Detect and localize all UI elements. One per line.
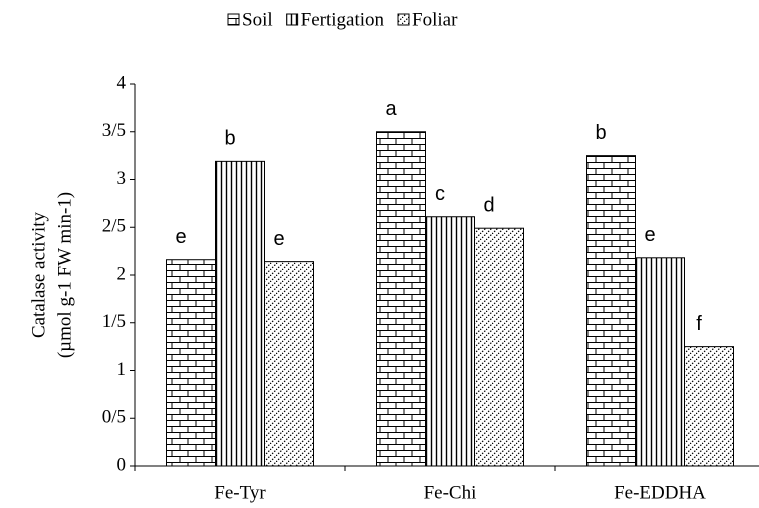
bar [264,261,314,467]
bar [635,257,685,467]
bar [684,346,734,467]
legend-label: Soil [242,9,273,30]
y-tick-label: 0 [117,454,127,475]
x-tick-label: Fe-Tyr [214,482,266,503]
legend: Soil Fertigation Foliar [227,9,458,30]
significance-letter: b [595,122,606,144]
legend-swatch [227,13,240,26]
y-tick-label: 2 [117,263,127,284]
y-tick-label: 3 [117,168,127,189]
bar [166,259,216,467]
legend-swatch [397,13,410,26]
significance-letter: d [483,194,494,216]
y-axis-title: Catalase activity (µmol g-1 FW min-1) [28,192,75,358]
legend-label: Foliar [412,9,458,30]
y-tick-label: 4 [117,72,127,93]
y-tick-label: 1 [117,359,127,380]
significance-letter: a [385,98,397,120]
y-tick-label: 3/5 [102,120,126,141]
y-axis-title-line: Catalase activity [28,211,49,338]
significance-letter: e [175,226,186,248]
bar [586,155,636,467]
bar [215,160,265,467]
bar [474,227,524,467]
y-axis-title-line: (µmol g-1 FW min-1) [54,192,75,358]
significance-letter: e [644,224,655,246]
x-tick-label: Fe-EDDHA [614,482,706,503]
significance-letter: f [696,313,702,335]
legend-swatch [286,13,299,26]
legend-label: Fertigation [301,9,385,30]
significance-letter: e [273,228,284,250]
bar [425,216,475,467]
y-tick-label: 2/5 [102,216,126,237]
significance-letter: c [435,183,445,205]
significance-letter: b [224,128,235,150]
x-tick-label: Fe-Chi [424,482,477,503]
y-tick-label: 0/5 [102,407,126,428]
bar [376,131,426,467]
y-tick-label: 1/5 [102,311,126,332]
